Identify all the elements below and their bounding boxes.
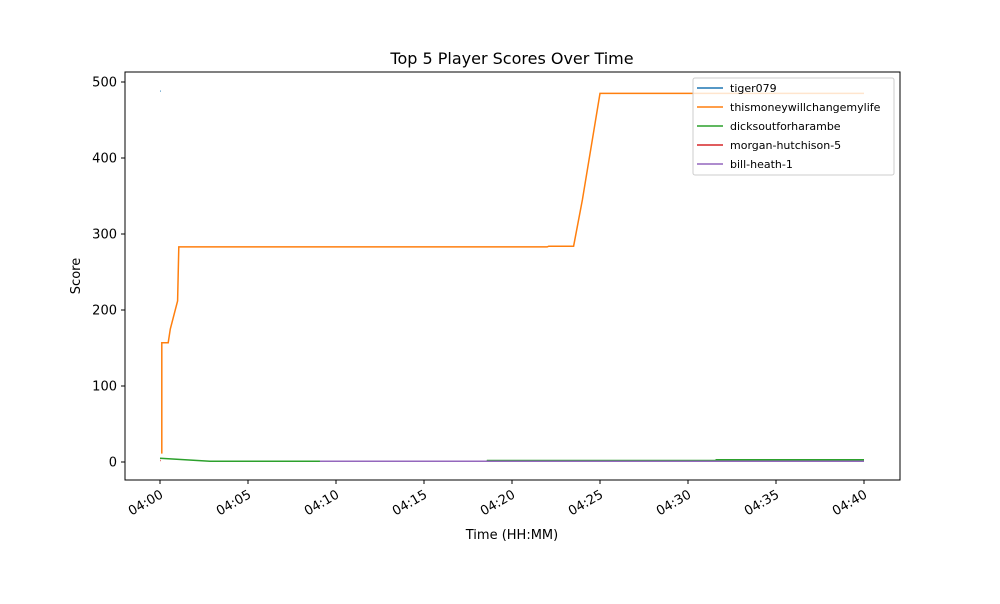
x-tick-label: 04:35: [742, 487, 782, 519]
x-tick-label: 04:15: [390, 487, 430, 519]
y-tick-label: 300: [92, 228, 117, 243]
y-tick-label: 0: [109, 456, 117, 471]
legend-label: bill-heath-1: [730, 158, 793, 171]
legend-label: thismoneywillchangemylife: [730, 101, 881, 114]
y-tick-label: 100: [92, 380, 117, 395]
x-axis-label: Time (HH:MM): [465, 528, 558, 543]
legend-frame: [692, 77, 895, 176]
legend-label: morgan-hutchison-5: [730, 139, 841, 152]
y-tick-label: 200: [92, 304, 117, 319]
y-tick-label: 400: [92, 152, 117, 167]
y-tick-label: 500: [92, 76, 117, 91]
x-tick-label: 04:25: [566, 487, 606, 519]
y-axis: 0 100 200 300 400 500: [92, 76, 125, 471]
x-tick-label: 04:10: [302, 487, 342, 519]
chart-title: Top 5 Player Scores Over Time: [389, 49, 633, 68]
x-tick-label: 04:05: [214, 487, 254, 519]
series-layer: [159, 90, 864, 462]
series-line-thismoneywillchangemylife: [161, 92, 864, 454]
x-tick-label: 04:30: [654, 487, 694, 519]
legend-label: tiger079: [730, 82, 777, 95]
legend-label: dicksoutforharambe: [730, 120, 841, 133]
x-tick-label: 04:00: [126, 487, 166, 519]
x-tick-label: 04:40: [830, 487, 870, 519]
x-axis: 04:00 04:05 04:10 04:15 04:20 04:25 04:30 04:35…: [126, 480, 870, 519]
legend: tiger079 thismoneywillchangemylife dicksou…: [692, 77, 895, 176]
y-axis-label: Score: [69, 258, 84, 294]
x-tick-label: 04:20: [478, 487, 518, 519]
